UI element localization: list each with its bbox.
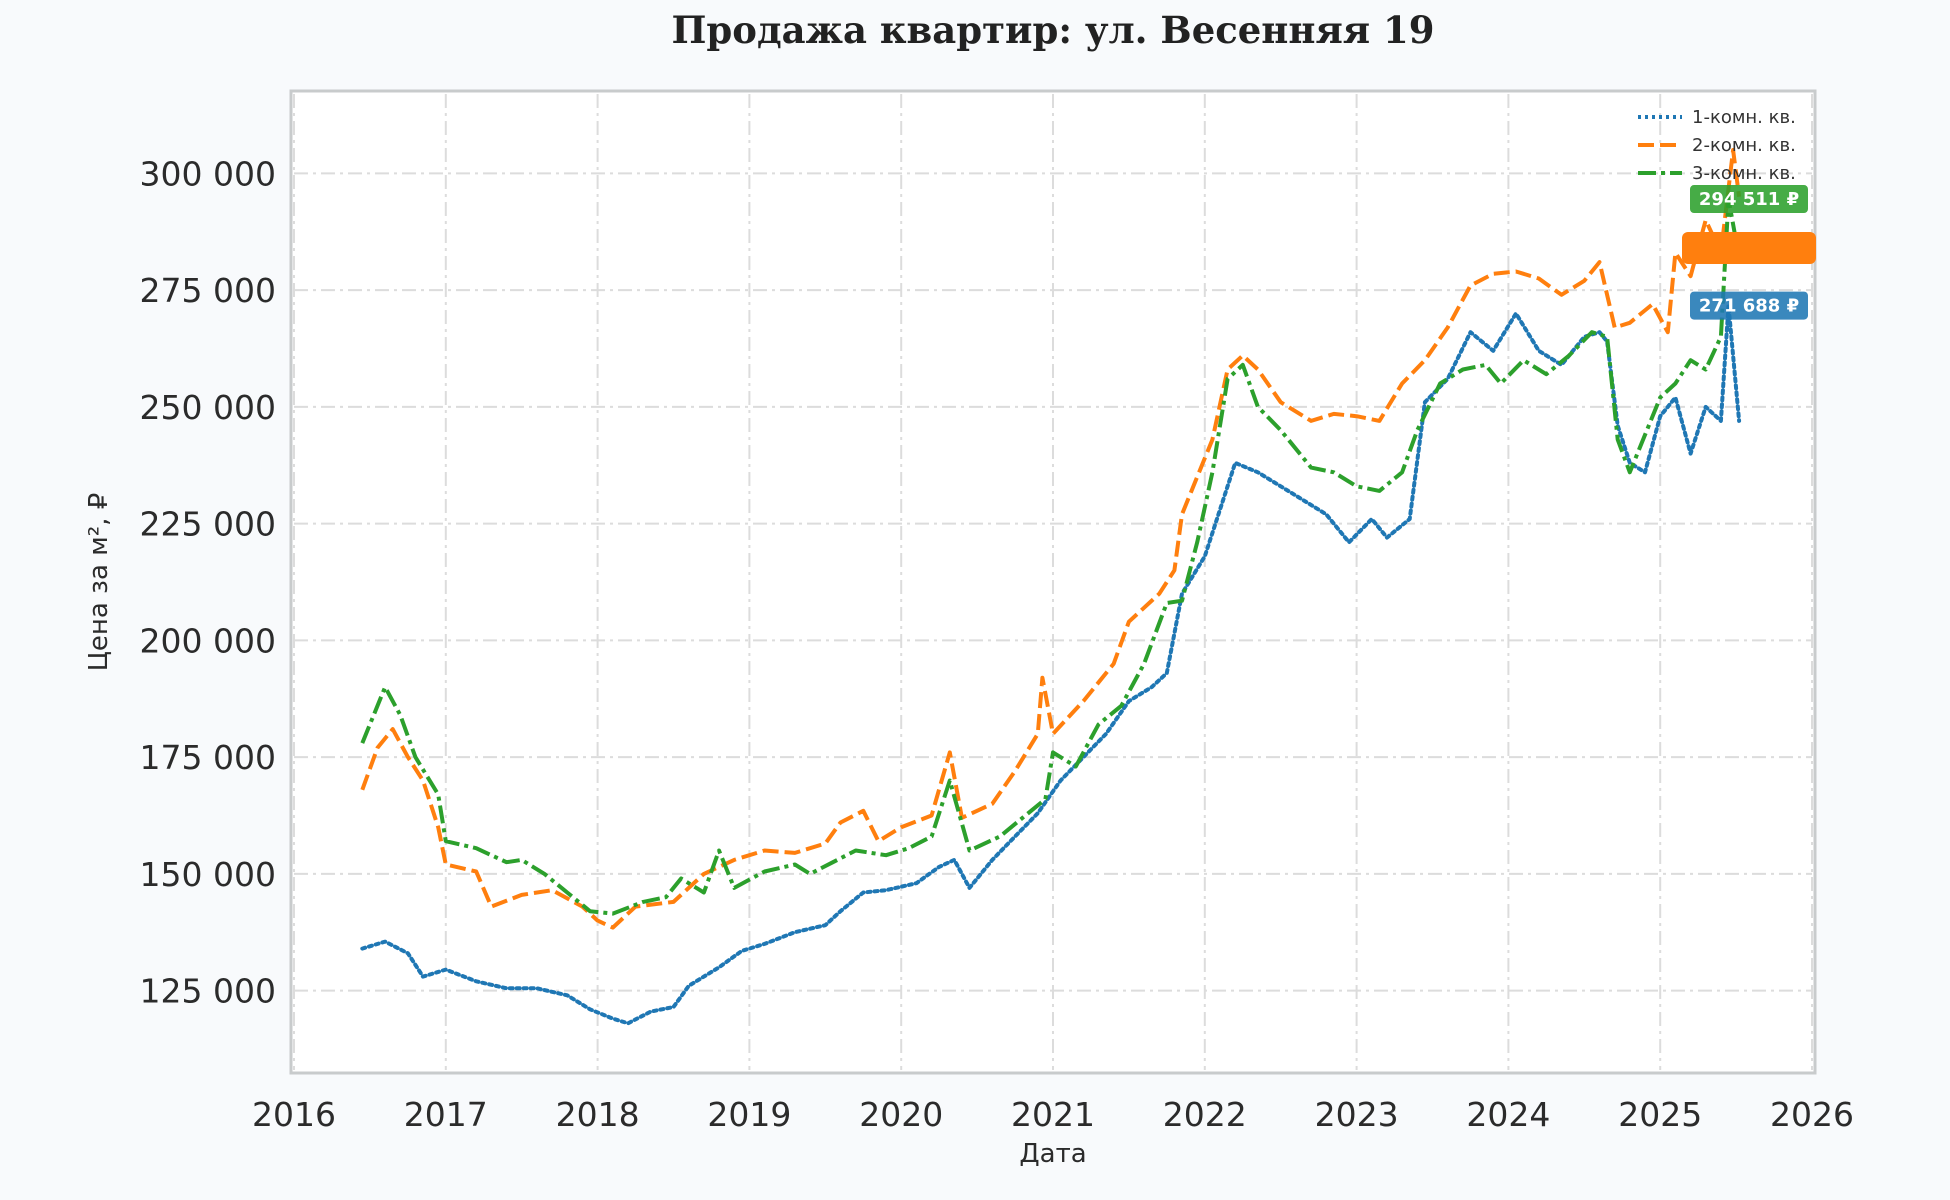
x-tick-label: 2026 — [1770, 1095, 1854, 1134]
chart-title: Продажа квартир: ул. Весенняя 19 — [671, 8, 1434, 52]
x-tick-label: 2021 — [1011, 1095, 1095, 1134]
x-tick-label: 2022 — [1163, 1095, 1247, 1134]
series-lines — [360, 148, 1742, 1026]
y-tick-label: 150 000 — [140, 855, 276, 894]
end-badge-label-3: 294 511 ₽ — [1699, 189, 1799, 210]
series-line-1 — [360, 303, 1742, 1026]
end-badge-3 — [1690, 185, 1808, 214]
x-tick-label: 2020 — [859, 1095, 943, 1134]
legend-label-2: 2-комн. кв. — [1692, 135, 1796, 156]
x-tick-label: 2025 — [1618, 1095, 1702, 1134]
y-tick-label: 175 000 — [140, 738, 276, 777]
legend-label-3: 3-комн. кв. — [1692, 163, 1796, 184]
legend-label-1: 1-комн. кв. — [1692, 107, 1796, 128]
x-tick-label: 2018 — [556, 1095, 640, 1134]
y-tick-label: 225 000 — [140, 505, 276, 544]
x-tick-label: 2023 — [1315, 1095, 1399, 1134]
axis-ticks: 125 000 150 000 175 000 200 000 225 000 250 0… — [140, 154, 1854, 1134]
end-value-badges: 271 688 ₽ 294 511 ₽ — [1682, 185, 1816, 320]
y-tick-label: 275 000 — [140, 271, 276, 310]
x-tick-label: 2024 — [1466, 1095, 1550, 1134]
x-tick-label: 2016 — [252, 1095, 336, 1134]
x-tick-label: 2017 — [404, 1095, 488, 1134]
end-badge-1 — [1690, 291, 1808, 320]
y-tick-label: 200 000 — [140, 621, 276, 660]
end-badge-frame — [1682, 232, 1816, 265]
y-tick-label: 300 000 — [140, 154, 276, 193]
y-tick-label: 125 000 — [140, 972, 276, 1011]
end-badge-label-1: 271 688 ₽ — [1699, 296, 1799, 317]
y-axis-label: Цена за м², ₽ — [84, 493, 114, 672]
legend: 1-комн. кв. 2-комн. кв. 3-комн. кв. — [1638, 107, 1796, 184]
y-tick-label: 250 000 — [140, 388, 276, 427]
x-tick-label: 2019 — [707, 1095, 791, 1134]
x-axis-label: Дата — [1019, 1139, 1086, 1169]
